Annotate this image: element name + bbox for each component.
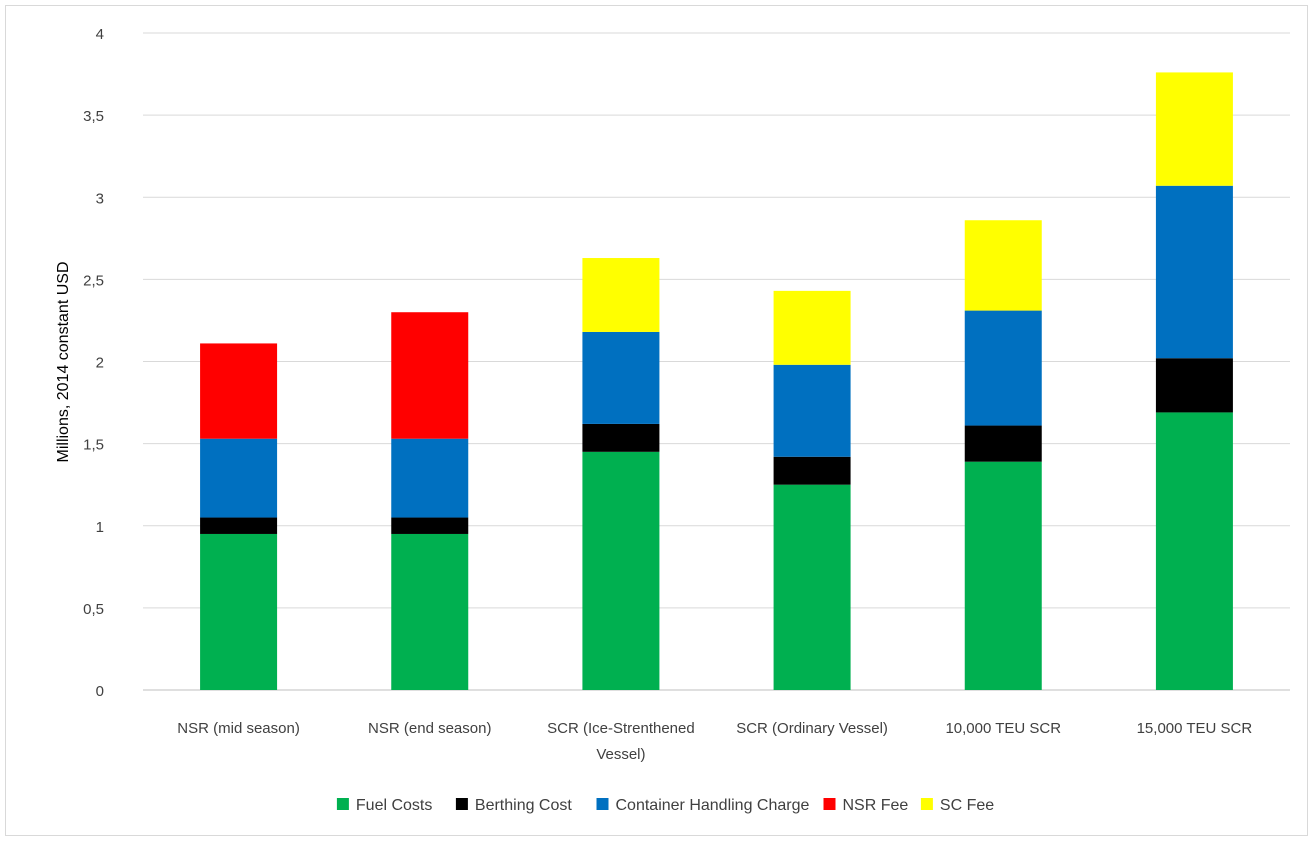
bar-segment (964, 220, 1042, 311)
x-axis-ticks: NSR (mid season) NSR (end season) SCR (Ice… (177, 720, 1252, 763)
x-tick-label: NSR (end season) (368, 720, 491, 737)
bar-segment (1155, 412, 1233, 690)
gridlines (143, 32, 1290, 691)
y-axis-ticks: 0 0,5 1 1,5 2 2,5 3 3,5 4 (83, 26, 104, 700)
bar-segment (773, 364, 851, 457)
legend-swatch (596, 798, 609, 810)
y-tick-label: 2 (96, 355, 104, 372)
bar-segment (391, 517, 469, 534)
bar-segment (1155, 185, 1233, 359)
bar-segment (1155, 72, 1233, 186)
bar-segment (200, 517, 278, 534)
y-tick-label: 0,5 (83, 601, 104, 618)
x-tick-label: 15,000 TEU SCR (1137, 720, 1253, 737)
bar-segment (582, 451, 660, 690)
bar-segment (582, 423, 660, 452)
bar-segment (582, 331, 660, 424)
bar-segment (773, 290, 851, 365)
legend-swatch (455, 798, 468, 810)
y-tick-label: 2,5 (83, 272, 104, 289)
legend-swatch (336, 798, 349, 810)
bar-segment (964, 461, 1042, 690)
y-tick-label: 0 (96, 683, 104, 700)
y-tick-label: 3,5 (83, 108, 104, 125)
legend-swatch (823, 798, 836, 810)
bar-segment (391, 312, 469, 439)
bar-segment (200, 533, 278, 690)
legend: Fuel Costs Berthing Cost Container Handlin… (336, 797, 994, 814)
bar-segment (391, 438, 469, 518)
y-tick-label: 3 (96, 190, 104, 207)
y-axis-title: Millions, 2014 constant USD (55, 262, 72, 463)
x-tick-label: SCR (Ice-Strenthened (547, 720, 695, 737)
bar-segment (582, 258, 660, 332)
bars (200, 72, 1233, 690)
y-tick-label: 4 (96, 26, 104, 43)
x-tick-label: SCR (Ordinary Vessel) (736, 720, 888, 737)
x-tick-label: 10,000 TEU SCR (945, 720, 1061, 737)
legend-label: Berthing Cost (475, 797, 572, 814)
bar-segment (1155, 358, 1233, 413)
bar-segment (391, 533, 469, 690)
bar-segment (964, 310, 1042, 426)
bar-segment (964, 425, 1042, 462)
x-tick-label: NSR (mid season) (177, 720, 300, 737)
legend-label: Fuel Costs (356, 797, 432, 814)
y-tick-label: 1,5 (83, 437, 104, 454)
legend-label: SC Fee (940, 797, 994, 814)
bar-segment (200, 438, 278, 518)
legend-label: NSR Fee (843, 797, 909, 814)
y-tick-label: 1 (96, 519, 104, 536)
x-tick-label: Vessel) (596, 746, 645, 763)
legend-swatch (920, 798, 933, 810)
bar-segment (773, 484, 851, 690)
bar-segment (773, 456, 851, 485)
bar-segment (200, 343, 278, 439)
legend-label: Container Handling Charge (616, 797, 810, 814)
